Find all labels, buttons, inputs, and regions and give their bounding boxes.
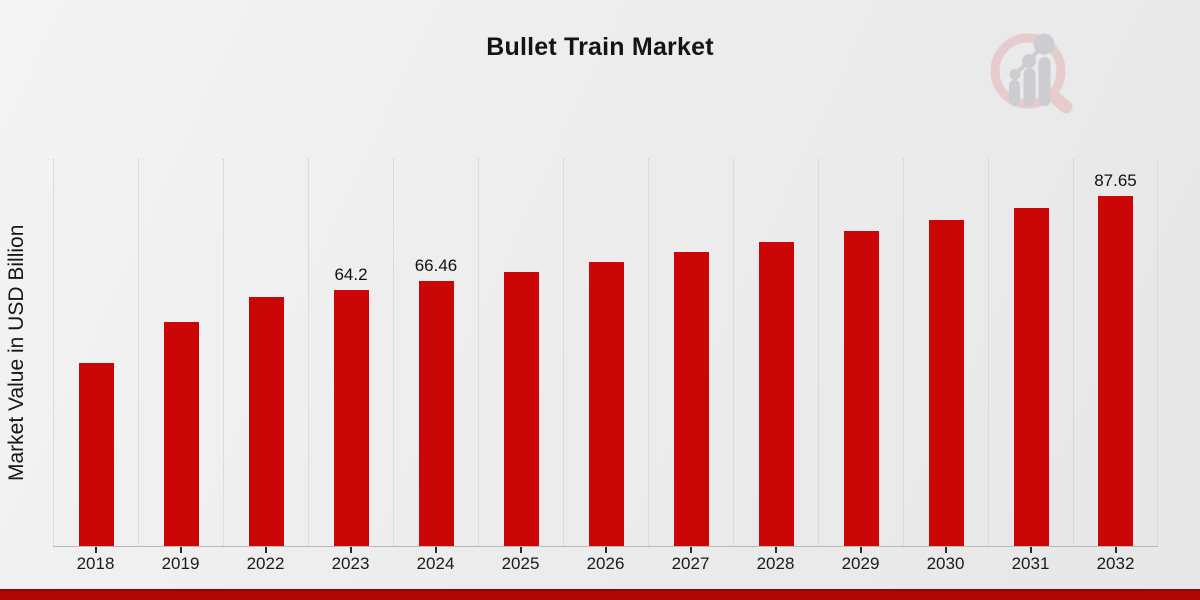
x-tick-label-2025: 2025: [501, 554, 540, 573]
footer-accent-bar: [0, 589, 1200, 600]
bar-value-label-2032: 87.65: [1094, 171, 1137, 190]
x-tick-label-2024: 2024: [416, 554, 455, 573]
x-tick-mark-2031: [1029, 547, 1032, 553]
x-axis-labels: 2018 2019 2022 2023 2024 2025 2026 2027 2028 2029…: [53, 554, 1158, 574]
bar-2026: [588, 262, 624, 546]
x-tick-mark-2030: [944, 547, 947, 553]
x-axis-ticks: [53, 547, 1158, 554]
bar-2027: [673, 252, 709, 546]
x-tick-label-2028: 2028: [756, 554, 795, 573]
x-tick-label-2022: 2022: [246, 554, 285, 573]
chart-column-2029: [818, 159, 903, 546]
x-tick-label-2032: 2032: [1096, 554, 1135, 573]
bar-2030: [928, 220, 964, 546]
chart-column-2026: [563, 159, 648, 546]
chart-column-2019: [138, 159, 223, 546]
bar-2028: [758, 242, 794, 546]
chart-column-2025: [478, 159, 563, 546]
x-tick-mark-2032: [1114, 547, 1117, 553]
magnifier-chart-logo-icon: [990, 33, 1073, 114]
bar-value-label-2024: 66.46: [414, 256, 458, 275]
x-tick-mark-2025: [519, 547, 522, 553]
bar-2024: [418, 281, 454, 546]
x-tick-label-2018: 2018: [76, 554, 115, 573]
x-tick-mark-2028: [774, 547, 777, 553]
bar-2029: [843, 231, 879, 546]
x-tick-label-2026: 2026: [586, 554, 625, 573]
bar-2032: [1098, 196, 1133, 546]
chart-title: Bullet Train Market: [486, 33, 714, 61]
plot-area: 64.2 66.46 87.65: [53, 159, 1158, 547]
chart-column-2031: [988, 159, 1073, 546]
x-tick-mark-2026: [604, 547, 607, 553]
chart-column-2030: [903, 159, 988, 546]
chart-column-2027: [648, 159, 733, 546]
y-axis-label: Market Value in USD Billion: [5, 224, 28, 481]
x-tick-mark-2029: [859, 547, 862, 553]
x-tick-mark-2018: [94, 547, 97, 553]
x-tick-mark-2024: [434, 547, 437, 553]
x-tick-label-2023: 2023: [331, 554, 370, 573]
bar-2022: [248, 297, 284, 546]
chart-column-2022: [223, 159, 308, 546]
x-tick-label-2029: 2029: [841, 554, 880, 573]
bar-2031: [1013, 208, 1049, 546]
bar-value-label-2023: 64.2: [334, 265, 368, 284]
chart-column-2028: [733, 159, 818, 546]
x-tick-label-2019: 2019: [161, 554, 200, 573]
x-tick-label-2030: 2030: [926, 554, 965, 573]
bar-2019: [163, 322, 199, 546]
bar-2025: [503, 272, 539, 546]
brand-logo-watermark: [990, 33, 1073, 114]
chart-column-2024: 66.46: [393, 159, 478, 546]
x-tick-label-2027: 2027: [671, 554, 710, 573]
bar-2018: [78, 363, 114, 546]
x-tick-mark-2027: [689, 547, 692, 553]
x-tick-mark-2023: [349, 547, 352, 553]
x-tick-mark-2022: [264, 547, 267, 553]
x-tick-label-2031: 2031: [1011, 554, 1050, 573]
x-tick-mark-2019: [179, 547, 182, 553]
bar-2023: [333, 290, 369, 546]
chart-column-2018: [53, 159, 138, 546]
chart-column-2032: 87.65: [1073, 159, 1158, 546]
chart-column-2023: 64.2: [308, 159, 393, 546]
